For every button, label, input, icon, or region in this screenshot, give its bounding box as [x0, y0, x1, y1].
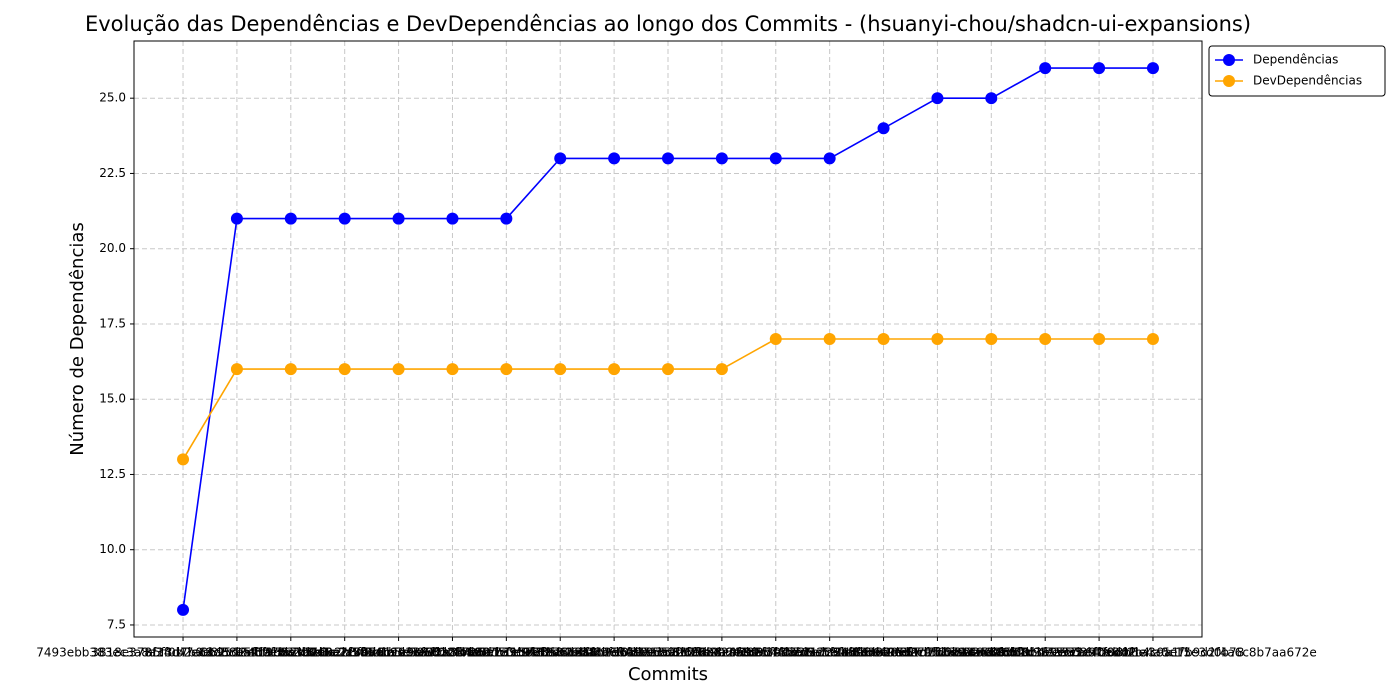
point — [284, 363, 297, 376]
point — [715, 363, 728, 376]
y-tick-label: 25.0 — [99, 91, 126, 105]
x-tick-label: 6e2a8c4f1d9b735e0a2c8f4d1b6e9a3c7f5d0b14 — [684, 646, 974, 660]
point — [931, 92, 944, 105]
x-tick-label: 8e5b1d3f7a9c2e4b6d0f1a3c5e7b9d2f4a6c8b7a… — [989, 646, 1317, 660]
point — [1093, 333, 1106, 345]
point — [715, 152, 728, 165]
point — [1093, 62, 1106, 75]
x-axis-label: Commits — [628, 664, 708, 685]
plot-frame — [133, 40, 1203, 638]
x-tick-label: 8d4e2a7f9c1b5e3068d2f4a9c7b1e5d3f8a6c210 — [307, 646, 597, 660]
x-tick-label: d1c5a9f3b7e2064c8a5f9d3b1e7c2a6f4d8b0e57 — [631, 646, 921, 660]
y-tick-label: 17.5 — [99, 316, 126, 330]
x-tick-label: 4f8b2d6a9e1c537f0b8d2a6e9c1f4b7d3a5e0c83 — [577, 646, 867, 660]
x-tick-label: 7493ebb383ec3a8a3f0b2e64d5c1a9f7e8b2c4d1 — [36, 646, 330, 660]
y-tick-label: 22.5 — [99, 166, 126, 180]
x-tick-label: 5d9c1f7b3a8e406d2c9f1b7e3a5d8c6f0b4e2a35 — [792, 646, 1082, 660]
point — [823, 152, 836, 165]
x-tick-label: a5f3d7b0e82c164b9f3a7d5e0c2b8f4a6d1e9c37 — [146, 646, 436, 660]
point — [284, 212, 297, 225]
legend-box — [1208, 45, 1386, 97]
point — [554, 152, 567, 165]
point — [500, 212, 513, 225]
x-tick-label: 9a3e7c1d5f2b684a0e3c7d1f5b9a2e6c8d4f0b26 — [523, 646, 813, 660]
point — [985, 92, 998, 105]
x-tick-label: c4a6e0f8b2d9315c7a6f0e8d2b4c9a1f5e3d0b78 — [954, 646, 1244, 660]
y-tick-label: 12.5 — [99, 467, 126, 481]
point — [985, 333, 998, 345]
x-tick-label: c2d88e5f1a7b3d9046e2c8f5b1a3d7e9f0c4b682 — [199, 646, 490, 660]
x-tick-label: 0b7f3e9a5c1d284f6b3e9c5a1d7f2b8e4a6c0d69 — [738, 646, 1028, 660]
point — [230, 363, 243, 376]
point — [338, 363, 351, 376]
point — [1039, 333, 1052, 345]
point — [662, 152, 674, 165]
x-tick-label: 3f1d7b5e9a2c846f0d1b7e5a3c9f2d8b6e4a0c17 — [900, 646, 1190, 660]
point — [662, 363, 674, 376]
point — [877, 122, 890, 135]
point — [392, 363, 405, 376]
point — [392, 212, 405, 225]
y-tick-label: 20.0 — [99, 241, 126, 255]
x-tick-label: f19b6c3d2e8a7f5014b9d3c6e2a8f7b5d1c0e943 — [253, 646, 544, 660]
point — [608, 363, 621, 376]
y-axis-label: Número de Dependências — [67, 222, 88, 456]
point — [446, 212, 459, 225]
point — [608, 152, 621, 165]
x-tick-label: 3818e378f14c47a0b95d2e6f1c8a3b7d9e2f5a64 — [91, 646, 382, 660]
point — [823, 333, 836, 345]
point — [931, 333, 944, 345]
point — [877, 333, 890, 345]
legend-marker — [1223, 75, 1235, 87]
point — [177, 603, 190, 616]
point — [338, 212, 351, 225]
point — [554, 363, 567, 376]
point — [446, 363, 459, 376]
point — [500, 363, 513, 376]
x-tick-label: 2c9d5f1b7e3a846d0c9f5b1e7a3d8c2f6b4e0a91 — [469, 646, 759, 660]
x-tick-label: b7a1c9e3f5d2084b6e1a3c9f7d5b2e8a4c6f0d15 — [361, 646, 651, 660]
point — [769, 333, 782, 345]
point — [769, 152, 782, 165]
y-tick-label: 15.0 — [99, 392, 126, 406]
legend-marker — [1223, 54, 1235, 66]
legend-label: Dependências — [1253, 53, 1338, 67]
chart-title: Evolução das Dependências e DevDependênc… — [85, 12, 1251, 36]
x-tick-label: a8e4b2d6f9c1573a0e4d2b6f8c1a9e5d3b7f0c42 — [846, 646, 1136, 660]
point — [1039, 62, 1052, 75]
point — [230, 212, 243, 225]
point — [1146, 62, 1159, 75]
y-tick-label: 7.5 — [107, 617, 126, 631]
x-tick-label: e6f2b8d4a1c7395e0f2b6d8a4c1e7f3b9d5a2c78 — [415, 646, 705, 660]
point — [1146, 333, 1159, 345]
point — [177, 453, 190, 466]
legend-label: DevDependências — [1253, 74, 1362, 88]
y-tick-label: 10.0 — [99, 542, 126, 556]
